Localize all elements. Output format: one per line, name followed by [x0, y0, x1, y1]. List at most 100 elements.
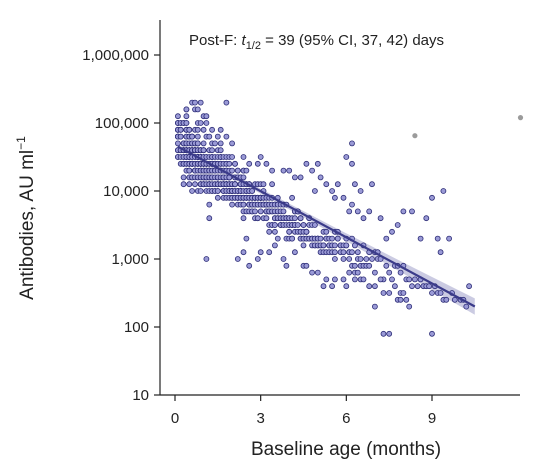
- x-tick-label: 3: [256, 410, 264, 427]
- data-point: [240, 154, 247, 160]
- data-point: [240, 215, 247, 222]
- data-point: [294, 222, 301, 228]
- data-point: [297, 174, 304, 181]
- data-point: [409, 208, 415, 215]
- data-point: [214, 133, 221, 140]
- data-point: [394, 222, 401, 228]
- data-point: [380, 330, 387, 337]
- y-axis-ticks: 10 100 1,000 10,000 100,000 1,000,000: [82, 47, 160, 404]
- data-point: [451, 296, 458, 303]
- data-point: [291, 174, 298, 181]
- data-point: [214, 194, 221, 201]
- data-point: [240, 201, 247, 208]
- data-point: [252, 208, 258, 215]
- data-point: [400, 208, 407, 215]
- y-tick-label: 10: [132, 387, 149, 404]
- data-point: [437, 290, 444, 296]
- data-point: [263, 215, 270, 222]
- y-axis-title: Antibodies, AU ml−1: [14, 136, 38, 300]
- data-point: [194, 106, 201, 113]
- data-point: [206, 201, 213, 208]
- annotation-suffix: = 39 (95% CI, 37, 42) days: [261, 32, 444, 49]
- data-point: [246, 160, 253, 167]
- data-point: [209, 147, 216, 154]
- data-point: [343, 283, 350, 290]
- half-life-annotation: Post-F: t1/2 = 39 (95% CI, 37, 42) days: [189, 32, 444, 52]
- data-point: [203, 120, 210, 126]
- data-point: [194, 133, 201, 140]
- data-point: [409, 283, 415, 290]
- data-point: [240, 174, 247, 181]
- data-point: [323, 228, 330, 235]
- data-point: [309, 167, 316, 174]
- data-point: [331, 194, 338, 201]
- data-point: [357, 256, 364, 262]
- data-point: [249, 188, 256, 194]
- data-point: [174, 113, 181, 120]
- data-point: [323, 181, 330, 188]
- data-point: [280, 167, 287, 174]
- outlier-point: [412, 133, 418, 139]
- y-axis-title-main: Antibodies, AU ml: [17, 150, 38, 300]
- data-point: [192, 99, 198, 106]
- data-point: [429, 330, 435, 337]
- data-point: [314, 269, 321, 276]
- data-point: [303, 262, 310, 269]
- data-point: [217, 140, 224, 147]
- data-point: [380, 290, 387, 296]
- data-point: [183, 120, 190, 126]
- data-point: [371, 269, 378, 276]
- data-point: [291, 215, 298, 222]
- data-point: [331, 249, 338, 256]
- data-point: [297, 215, 304, 222]
- data-point: [309, 269, 316, 276]
- data-point: [363, 256, 370, 262]
- data-point: [197, 120, 204, 126]
- x-axis-ticks: 0 3 6 9: [171, 395, 436, 427]
- data-point: [386, 330, 393, 337]
- data-point: [346, 269, 353, 276]
- y-axis-title-superscript: −1: [14, 136, 28, 150]
- data-point: [311, 188, 318, 194]
- y-tick-label: 1,000,000: [82, 47, 149, 64]
- data-point: [180, 181, 187, 188]
- data-point: [463, 303, 470, 310]
- data-point: [289, 194, 296, 201]
- data-point: [286, 167, 293, 174]
- data-point: [314, 160, 321, 167]
- data-point: [232, 160, 238, 167]
- data-point: [186, 167, 193, 174]
- data-point: [223, 99, 230, 106]
- data-point: [349, 140, 355, 147]
- data-point: [329, 188, 336, 194]
- x-tick-label: 0: [171, 410, 179, 427]
- data-point: [243, 167, 250, 174]
- data-point: [263, 160, 270, 167]
- data-point: [349, 160, 355, 167]
- data-point: [323, 276, 330, 283]
- data-point: [303, 160, 310, 167]
- data-point: [271, 242, 278, 249]
- data-point: [343, 154, 350, 160]
- data-point: [271, 228, 278, 235]
- data-point: [423, 215, 430, 222]
- data-point: [240, 249, 247, 256]
- data-point: [354, 208, 361, 215]
- data-point: [331, 256, 338, 262]
- data-point: [354, 249, 361, 256]
- data-point: [200, 140, 207, 147]
- data-point: [214, 188, 221, 194]
- data-point: [354, 269, 361, 276]
- data-point: [349, 249, 355, 256]
- data-point: [371, 283, 378, 290]
- data-point: [254, 215, 261, 222]
- data-point: [257, 208, 264, 215]
- data-point: [197, 99, 204, 106]
- data-point: [194, 140, 201, 147]
- data-point: [397, 269, 404, 276]
- data-point: [366, 262, 373, 269]
- data-point: [300, 222, 307, 228]
- data-point: [346, 256, 353, 262]
- data-point: [186, 181, 193, 188]
- data-point: [206, 133, 213, 140]
